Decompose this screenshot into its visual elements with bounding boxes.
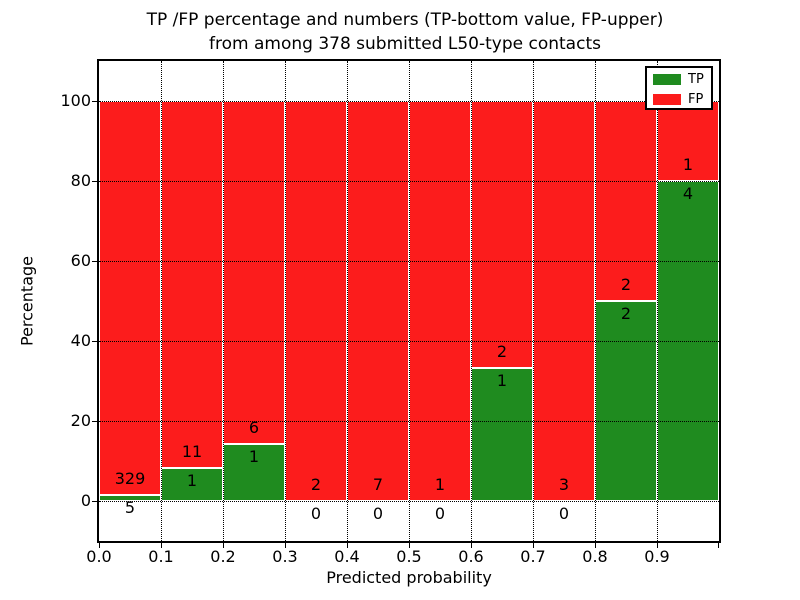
y-tick-mark (92, 181, 97, 182)
x-tick-mark (533, 543, 534, 548)
tp-bar-segment (99, 495, 161, 501)
x-axis-label: Predicted probability (326, 568, 492, 587)
x-gridline (285, 61, 286, 541)
x-gridline (595, 61, 596, 541)
fp-count-label: 1 (682, 155, 694, 174)
tp-legend-label: TP (688, 72, 704, 87)
x-gridline (471, 61, 472, 541)
tp-count-label: 1 (496, 370, 508, 390)
fp-bar-segment (533, 101, 595, 501)
tp-count-label: 4 (682, 184, 694, 204)
y-tick-mark (92, 501, 97, 502)
tp-count-label: 1 (248, 447, 260, 467)
x-tick-mark (347, 543, 348, 548)
fp-count-label: 1 (434, 475, 446, 494)
x-tick-mark (657, 543, 658, 548)
tp-count-label: 0 (310, 504, 322, 524)
fp-count-label: 2 (496, 341, 508, 361)
x-tick-label: 0.9 (644, 547, 670, 566)
x-gridline (533, 61, 534, 541)
tp-count-label: 1 (186, 470, 198, 490)
y-tick-label: 60 (70, 251, 91, 270)
fp-legend-swatch (653, 94, 681, 105)
x-tick-mark (285, 543, 286, 548)
x-tick-label: 0.7 (520, 547, 546, 566)
fp-bar-segment (99, 101, 161, 495)
fp-legend-label: FP (688, 92, 704, 107)
fp-count-label: 7 (372, 475, 384, 494)
y-axis-label: Percentage (17, 255, 37, 347)
legend-row-tp: TP (653, 71, 705, 88)
tp-bar-segment (595, 301, 657, 501)
fp-bar-segment (161, 101, 223, 468)
chart-title-line2: from among 378 submitted L50-type contac… (209, 34, 601, 54)
fp-count-label: 2 (310, 475, 322, 494)
x-tick-label: 0.6 (458, 547, 484, 566)
fp-count-label: 2 (620, 275, 632, 294)
x-tick-label: 0.1 (148, 547, 174, 566)
x-gridline (409, 61, 410, 541)
x-tick-label: 0.3 (272, 547, 298, 566)
y-tick-label: 80 (70, 171, 91, 190)
fp-bar-segment (409, 101, 471, 501)
tp-count-label: 5 (124, 498, 136, 518)
y-tick-label: 20 (70, 411, 91, 430)
fp-bar-segment (223, 101, 285, 444)
x-tick-label: 0.8 (582, 547, 608, 566)
y-tick-label: 40 (70, 331, 91, 350)
y-tick-mark (92, 421, 97, 422)
fp-count-label: 329 (114, 469, 146, 488)
x-tick-label: 0.0 (86, 547, 112, 566)
chart-title: TP /FP percentage and numbers (TP-bottom… (60, 8, 750, 56)
x-tick-label: 0.2 (210, 547, 236, 566)
x-tick-mark (223, 543, 224, 548)
y-tick-mark (92, 341, 97, 342)
tp-bar-segment (471, 367, 533, 501)
legend: TP FP (645, 66, 713, 110)
x-gridline (223, 61, 224, 541)
fp-count-label: 6 (248, 417, 260, 437)
y-tick-mark (92, 261, 97, 262)
x-tick-label: 0.4 (334, 547, 360, 566)
x-gridline (347, 61, 348, 541)
fp-bar-segment (347, 101, 409, 501)
y-tick-label: 0 (80, 491, 91, 510)
tp-count-label: 0 (558, 504, 570, 524)
plot-area: 329 5 11 1 6 1 2 0 7 0 1 0 2 1 3 0 2 2 1 4 (92, 59, 721, 548)
x-gridline (161, 61, 162, 541)
fp-bar-segment (285, 101, 347, 501)
tp-count-label: 2 (620, 304, 632, 324)
tp-bar-segment (161, 467, 223, 501)
x-tick-label: 0.5 (396, 547, 422, 566)
x-tick-mark (595, 543, 596, 548)
tp-count-label: 0 (434, 504, 446, 524)
x-tick-mark (471, 543, 472, 548)
x-tick-mark (161, 543, 162, 548)
fp-bar-segment (471, 101, 533, 368)
fp-bar-segment (595, 101, 657, 301)
x-tick-mark (409, 543, 410, 548)
tp-legend-swatch (653, 74, 681, 85)
x-tick-mark (718, 543, 719, 548)
y-tick-mark (92, 101, 97, 102)
tp-count-label: 0 (372, 504, 384, 524)
x-tick-mark (99, 543, 100, 548)
legend-row-fp: FP (653, 91, 705, 108)
fp-count-label: 11 (181, 441, 203, 461)
chart-title-line1: TP /FP percentage and numbers (TP-bottom… (146, 10, 664, 30)
x-gridline (657, 61, 658, 541)
fp-count-label: 3 (558, 475, 570, 494)
y-tick-label: 100 (60, 91, 91, 110)
